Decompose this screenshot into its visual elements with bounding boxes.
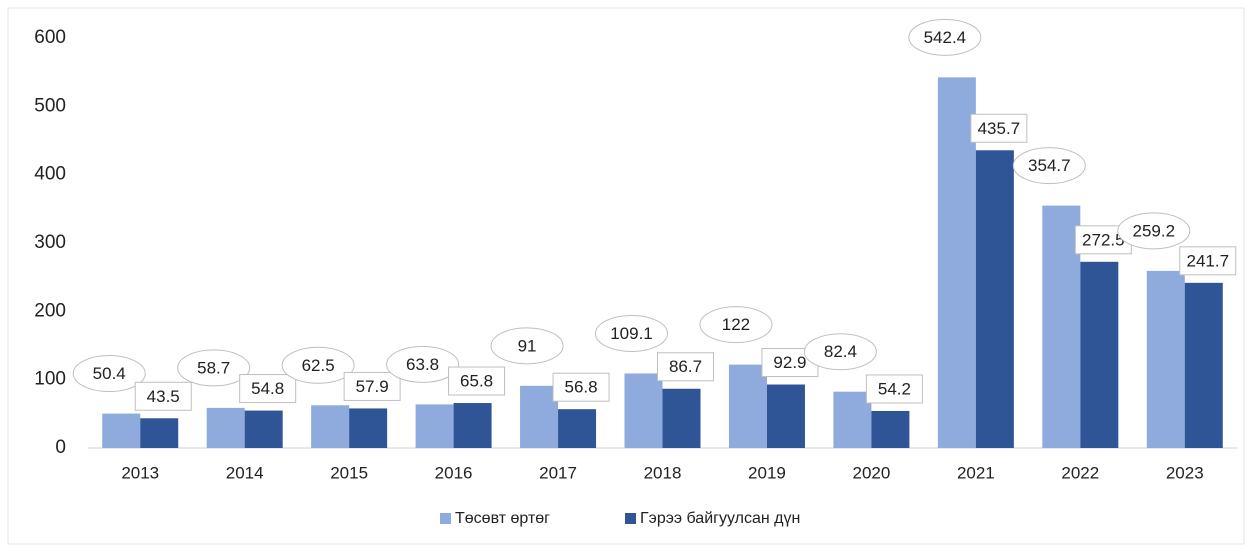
- x-tick-label: 2018: [644, 463, 682, 482]
- data-label-box: [1117, 212, 1191, 250]
- y-tick-label: 300: [34, 232, 66, 253]
- data-label-box: [343, 371, 401, 401]
- data-label-box: [177, 349, 251, 387]
- y-tick-label: 600: [34, 27, 66, 48]
- bar: [1080, 261, 1119, 448]
- data-label: 542.4: [924, 28, 967, 47]
- data-label: 122: [722, 315, 750, 334]
- data-label-box: [908, 18, 982, 56]
- data-label: 241.7: [1186, 251, 1229, 270]
- data-label: 91: [518, 336, 537, 355]
- bar: [937, 77, 976, 449]
- data-label-box: [448, 366, 506, 396]
- data-label: 86.7: [669, 357, 702, 376]
- bar: [140, 418, 179, 448]
- data-label-box: [1012, 147, 1086, 185]
- data-label: 82.4: [824, 342, 857, 361]
- data-label-box: [699, 306, 773, 344]
- data-label: 65.8: [460, 372, 493, 391]
- bar: [244, 410, 283, 448]
- data-label: 50.4: [93, 364, 126, 383]
- data-label-box: [239, 374, 297, 404]
- data-label-box: [1179, 246, 1237, 276]
- x-tick-label: 2016: [435, 463, 473, 482]
- bar: [624, 373, 663, 448]
- bar: [415, 404, 454, 448]
- data-label-box: [657, 352, 714, 382]
- x-tick-label: 2021: [957, 463, 995, 482]
- bar: [349, 408, 388, 448]
- data-label-box: [386, 345, 460, 383]
- bar: [662, 388, 701, 448]
- bar: [728, 364, 767, 448]
- data-label: 54.8: [251, 379, 284, 398]
- bar: [1184, 282, 1223, 448]
- y-tick-label: 0: [55, 437, 66, 458]
- data-label: 109.1: [610, 324, 653, 343]
- data-label: 92.9: [773, 353, 806, 372]
- bar: [520, 385, 559, 448]
- data-label: 354.7: [1028, 156, 1071, 175]
- data-label-box: [552, 372, 610, 402]
- bar: [1146, 270, 1185, 448]
- x-tick-label: 2017: [539, 463, 577, 482]
- bar: [102, 413, 141, 448]
- legend-swatch: [625, 513, 636, 524]
- data-label: 43.5: [147, 387, 180, 406]
- data-label: 57.9: [356, 377, 389, 396]
- x-tick-label: 2013: [121, 463, 159, 482]
- bar: [311, 405, 350, 448]
- data-label-box: [803, 333, 877, 371]
- data-label-box: [970, 113, 1028, 143]
- bar: [558, 409, 597, 448]
- bar: [1042, 205, 1081, 448]
- bar: [975, 150, 1014, 448]
- x-tick-label: 2022: [1061, 463, 1099, 482]
- y-tick-label: 400: [34, 164, 66, 185]
- data-label: 62.5: [302, 356, 335, 375]
- data-label-box: [595, 314, 668, 352]
- x-tick-label: 2019: [748, 463, 786, 482]
- legend-label: Гэрээ байгуулсан дүн: [640, 510, 800, 527]
- data-label-box: [72, 355, 146, 393]
- x-tick-label: 2020: [852, 463, 890, 482]
- bar: [833, 391, 872, 448]
- bar: [206, 407, 245, 448]
- bar: [871, 410, 910, 448]
- legend-label: Төсөвт өртөг: [455, 510, 550, 527]
- legend-swatch: [440, 513, 451, 524]
- data-label-box: [134, 381, 192, 411]
- data-label: 272.5: [1082, 230, 1125, 249]
- data-label: 259.2: [1132, 221, 1175, 240]
- y-tick-label: 100: [34, 369, 66, 390]
- chart-border: [7, 7, 1245, 545]
- data-label: 435.7: [978, 119, 1021, 138]
- data-label: 56.8: [564, 378, 597, 397]
- data-label-box: [281, 346, 355, 384]
- bar: [453, 403, 492, 448]
- y-tick-label: 500: [34, 95, 66, 116]
- data-label: 63.8: [406, 355, 439, 374]
- y-tick-label: 200: [34, 300, 66, 321]
- data-label: 54.2: [878, 379, 911, 398]
- x-tick-label: 2015: [330, 463, 368, 482]
- bar: [766, 384, 805, 448]
- data-label: 58.7: [197, 358, 230, 377]
- x-tick-label: 2023: [1166, 463, 1204, 482]
- data-label-box: [865, 374, 923, 404]
- x-tick-label: 2014: [226, 463, 264, 482]
- data-label-box: [490, 327, 564, 365]
